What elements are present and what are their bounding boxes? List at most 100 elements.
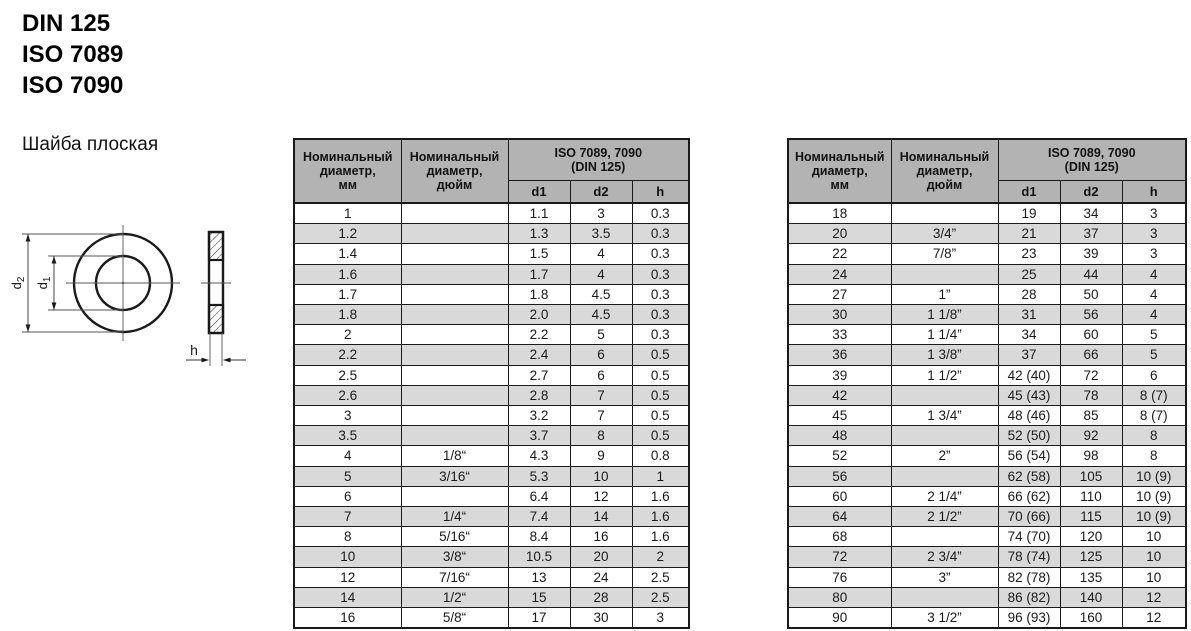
table-cell: 10 <box>1121 546 1187 568</box>
table-cell: 74 (70) <box>997 526 1061 548</box>
table-cell: 1/2“ <box>400 586 509 609</box>
washer-section-view <box>201 230 231 366</box>
standard-title: DIN 125 <box>22 10 111 37</box>
table-row: 20 3/4” 21 37 3 <box>787 223 1187 245</box>
table-cell: 4.5 <box>569 304 633 326</box>
table-cell <box>400 485 509 508</box>
table-cell: 1.8 <box>293 304 402 326</box>
table-cell: 44 <box>1059 263 1123 285</box>
table-cell: 2.5 <box>631 566 690 588</box>
table-cell: 1.7 <box>507 263 571 285</box>
table-cell: 42 (40) <box>997 364 1061 386</box>
table-row: 36 1 3/8” 37 66 5 <box>787 344 1187 366</box>
table-row: 22 7/8” 23 39 3 <box>787 243 1187 265</box>
table-cell: 4.3 <box>507 445 571 467</box>
table-cell: 1.2 <box>293 223 402 245</box>
table-cell: 15 <box>507 586 571 609</box>
table-cell: 8 (7) <box>1121 384 1187 407</box>
table-cell: 1 3/4” <box>890 405 999 427</box>
table-cell: 24 <box>569 566 633 588</box>
table-cell: 120 <box>1059 526 1123 548</box>
table-cell: 0.5 <box>631 344 690 366</box>
table-cell: 78 (74) <box>997 546 1061 568</box>
table-cell: 3/4” <box>890 223 999 245</box>
table-row: 42 45 (43) 78 8 (7) <box>787 384 1187 407</box>
table-cell: 42 <box>787 384 892 407</box>
table-cell: 5 <box>1121 344 1187 366</box>
table-cell: 3 <box>631 607 690 629</box>
table-cell: 52 <box>787 445 892 467</box>
table-cell: 1.8 <box>507 283 571 306</box>
table-cell: 4 <box>1121 283 1187 306</box>
table-cell: 12 <box>1121 607 1187 629</box>
table-row: 2 2.2 5 0.3 <box>293 324 690 346</box>
table-cell: 3 <box>1121 223 1187 245</box>
table-cell: 24 <box>787 263 892 285</box>
extension-lines <box>22 233 123 333</box>
table-cell: 1/4“ <box>400 506 509 528</box>
table-cell: 5 <box>1121 324 1187 346</box>
table-cell: 1/8“ <box>400 445 509 467</box>
table-cell: 3 <box>293 405 402 427</box>
table-cell: 3 <box>569 202 633 225</box>
table-cell <box>400 324 509 346</box>
table-cell: 0.3 <box>631 304 690 326</box>
table-cell: 72 <box>787 546 892 568</box>
table-row: 60 2 1/4” 66 (62) 110 10 (9) <box>787 485 1187 508</box>
table-row: 52 2” 56 (54) 98 8 <box>787 445 1187 467</box>
table-row: 3.5 3.7 8 0.5 <box>293 425 690 447</box>
table-cell: 17 <box>507 607 571 629</box>
table-cell: 2 1/2” <box>890 506 999 528</box>
table-row: 1.4 1.5 4 0.3 <box>293 243 690 265</box>
standard-title: ISO 7089 <box>22 41 124 68</box>
dimension-d2: d2 <box>9 234 31 332</box>
table-cell: 34 <box>1059 202 1123 225</box>
table-cell <box>890 202 999 225</box>
table-cell: 20 <box>787 223 892 245</box>
column-header-d2: d2 <box>569 180 633 204</box>
table-cell: 36 <box>787 344 892 366</box>
washer-drawing-svg: d2 d1 h <box>9 225 246 366</box>
table-cell: 50 <box>1059 283 1123 306</box>
table-cell: 1 1/2” <box>890 364 999 386</box>
dimension-label-h: h <box>190 342 198 358</box>
table-cell: 4 <box>569 243 633 265</box>
table-cell: 8 (7) <box>1121 405 1187 427</box>
table-row: 48 52 (50) 92 8 <box>787 425 1187 447</box>
table-cell: 1.3 <box>507 223 571 245</box>
table-cell: 12 <box>569 485 633 508</box>
table-cell: 1.4 <box>293 243 402 265</box>
product-name: Шайба плоская <box>22 134 159 155</box>
table-row: 64 2 1/2” 70 (66) 115 10 (9) <box>787 506 1187 528</box>
table-row: 5 3/16“ 5.3 10 1 <box>293 465 690 487</box>
table-cell: 2 3/4” <box>890 546 999 568</box>
table-cell: 135 <box>1059 566 1123 588</box>
table-cell: 98 <box>1059 445 1123 467</box>
table-cell: 66 (62) <box>997 485 1061 508</box>
table-row: 10 3/8“ 10.5 20 2 <box>293 546 690 568</box>
table-cell: 60 <box>1059 324 1123 346</box>
table-row: 72 2 3/4” 78 (74) 125 10 <box>787 546 1187 568</box>
table-cell: 68 <box>787 526 892 548</box>
table-cell: 1.6 <box>631 485 690 508</box>
table-cell: 30 <box>787 304 892 326</box>
table-cell: 0.5 <box>631 405 690 427</box>
table-row: 27 1” 28 50 4 <box>787 283 1187 306</box>
table-cell: 1 3/8” <box>890 344 999 366</box>
table-cell <box>890 586 999 609</box>
dimension-h: h <box>186 342 246 363</box>
table-cell: 6 <box>569 364 633 386</box>
table-cell: 18 <box>787 202 892 225</box>
table-cell: 1” <box>890 283 999 306</box>
table-row: 2.6 2.8 7 0.5 <box>293 384 690 407</box>
table-cell: 2.2 <box>293 344 402 366</box>
table-cell: 3.5 <box>293 425 402 447</box>
table-cell: 4 <box>569 263 633 285</box>
table-cell: 2 1/4” <box>890 485 999 508</box>
table-cell: 2 <box>631 546 690 568</box>
table-cell: 37 <box>997 344 1061 366</box>
table-cell: 2.4 <box>507 344 571 366</box>
table-cell: 3 <box>1121 202 1187 225</box>
table-cell: 30 <box>569 607 633 629</box>
table-cell: 0.3 <box>631 202 690 225</box>
